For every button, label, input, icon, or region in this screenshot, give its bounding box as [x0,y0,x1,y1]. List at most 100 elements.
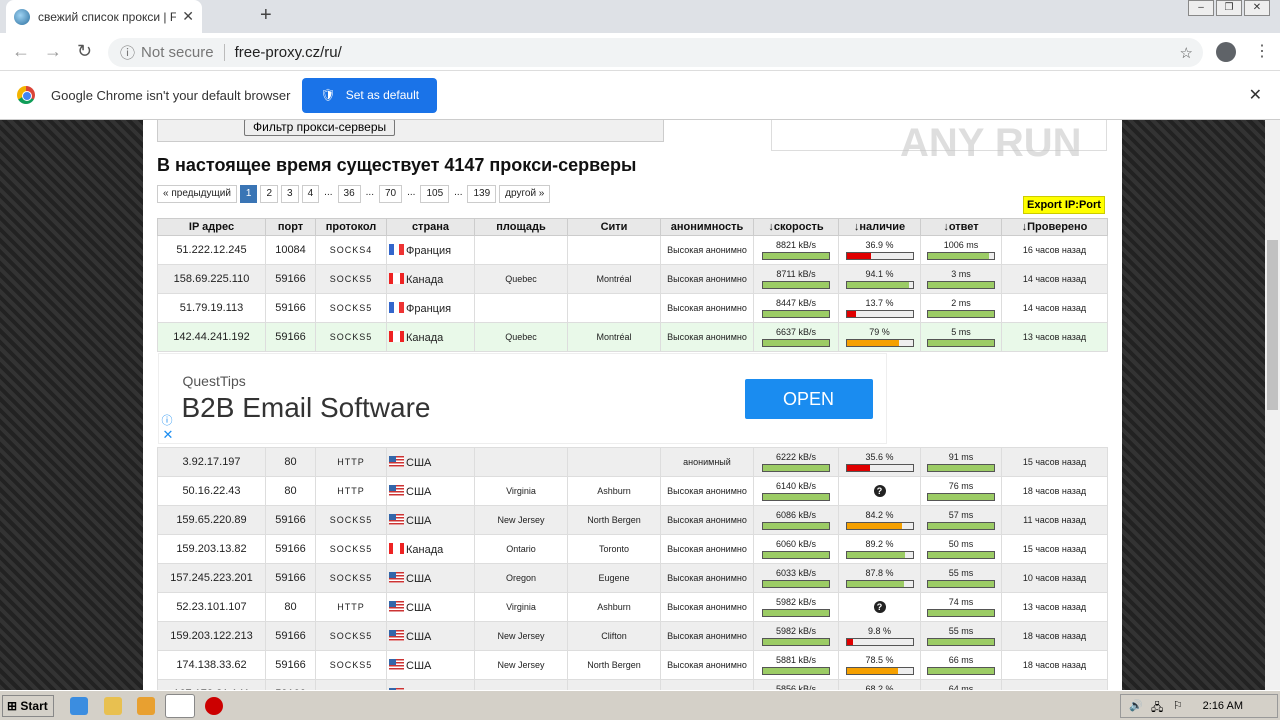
pager-link[interactable]: 3 [281,185,299,203]
bookmark-star-icon[interactable]: ☆ [1179,44,1193,62]
country-name[interactable]: США [406,456,432,469]
progress-bar [845,580,914,588]
availability: 68.2 % [838,679,921,690]
profile-icon[interactable] [1216,42,1236,62]
column-header[interactable]: ↓ответ [920,218,1002,236]
sort-arrow-icon[interactable]: ↓ [1021,221,1028,233]
volume-icon[interactable]: 🔊 [1129,700,1143,712]
network-icon[interactable]: 🖧 [1151,702,1164,714]
country-name[interactable]: Канада [406,331,444,344]
country[interactable]: США [386,621,475,651]
country[interactable]: Канада [386,264,475,294]
ip-address: 167.172.21.141 [157,679,266,690]
pager-link[interactable]: другой » [499,185,551,203]
url-text[interactable]: free-proxy.cz/ru/ [223,44,342,61]
flag-icon[interactable]: ⚐ [1173,700,1183,712]
country-name[interactable]: Франция [406,302,452,315]
ad-title[interactable]: B2B Email Software [181,392,431,423]
default-browser-infobar: Google Chrome isn't your default browser… [0,71,1280,120]
close-window-icon[interactable]: ✕ [1244,0,1270,16]
browser-tab[interactable]: свежий список прокси | Free-Proxy ✕ [6,0,202,33]
country[interactable]: США [386,447,475,477]
pager-link[interactable]: 36 [337,185,361,203]
country[interactable]: США [386,650,475,680]
sort-arrow-icon[interactable]: ↓ [943,221,949,233]
advertisement[interactable]: QuestTips B2B Email Software OPEN ⓘ ✕ [157,353,887,444]
column-header[interactable]: ↓скорость [753,218,839,236]
ad-open-button[interactable]: OPEN [744,379,873,419]
checked: 14 часов назад [1001,264,1108,294]
country[interactable]: Канада [386,322,475,352]
progress-bar [927,667,995,675]
ad-info-icon[interactable]: ⓘ [161,415,173,427]
sort-arrow-icon[interactable]: ↓ [853,221,860,233]
set-as-default-button[interactable]: 🛡 Set as default [302,77,438,113]
site-favicon-icon [14,8,30,25]
country-name[interactable]: Канада [406,543,444,556]
pager-link[interactable]: 4 [301,185,320,203]
close-infobar-icon[interactable]: ✕ [1248,87,1262,104]
country[interactable]: Франция [386,235,475,265]
country-name[interactable]: Франция [406,244,452,257]
opera-icon[interactable] [205,697,223,715]
country[interactable]: США [386,592,475,622]
reload-icon[interactable]: ↻ [77,41,93,61]
country[interactable]: Франция [386,293,475,323]
info-icon[interactable]: ⓘ [120,45,136,62]
flag-us-icon [389,658,404,670]
ad-close-icon[interactable]: ✕ [162,427,174,442]
scrollbar-thumb[interactable] [1267,240,1278,410]
country[interactable]: США [386,476,475,506]
sort-arrow-icon[interactable]: ↓ [768,221,774,233]
anonymity: Высокая анонимно [660,322,754,352]
column-header[interactable]: ↓Проверено [1001,218,1108,236]
checked: 18 часов назад [1001,476,1108,506]
export-ip-port-button[interactable]: Export IP:Port [1023,196,1105,214]
country-name[interactable]: США [406,659,432,672]
pager-link[interactable]: 70 [378,185,403,203]
country-name[interactable]: США [406,572,432,585]
country[interactable]: США [386,679,475,691]
minimize-icon[interactable]: – [1188,0,1214,16]
table-row: 174.138.33.62 59166 SOCKS5 США New Jersey Nor… [157,650,1108,680]
close-tab-icon[interactable]: ✕ [182,8,194,24]
country-name[interactable]: США [406,689,431,691]
pager-link[interactable]: 139 [467,185,497,203]
chrome-taskbar-icon[interactable] [165,694,195,718]
maximize-icon[interactable]: ❐ [1216,0,1242,16]
forward-icon[interactable]: → [44,41,62,61]
progress-fill [763,552,829,558]
country-name[interactable]: США [406,514,432,527]
explorer-icon[interactable] [104,697,122,715]
column-header: площадь [474,218,568,236]
pager-link[interactable]: 2 [260,185,279,203]
country-name[interactable]: Канада [406,273,444,286]
media-player-icon[interactable] [137,697,155,715]
address-bar[interactable]: ⓘ Not secure free-proxy.cz/ru/ ☆ [108,38,1203,67]
country[interactable]: США [386,505,475,535]
availability: ? [838,592,921,622]
country-name[interactable]: США [406,485,432,498]
pager-link[interactable]: 1 [239,185,258,203]
vertical-scrollbar[interactable] [1265,120,1280,690]
country-name[interactable]: США [406,630,432,643]
country[interactable]: США [386,563,475,593]
column-header[interactable]: ↓наличие [838,218,921,236]
chrome-logo-icon [17,86,35,104]
progress-bar [927,281,995,289]
pager-link[interactable]: 105 [420,185,450,203]
start-button[interactable]: ⊞ Start [2,695,54,717]
unknown-icon[interactable]: ? [873,601,886,613]
country[interactable]: Канада [386,534,475,564]
filter-button[interactable]: Фильтр прокси-серверы [244,120,396,136]
new-tab-icon[interactable]: + [260,4,272,26]
ie-icon[interactable] [70,697,88,715]
flag-us-icon [389,484,404,496]
country-name[interactable]: США [406,601,432,614]
unknown-icon[interactable]: ? [873,485,886,497]
pager-link[interactable]: « предыдущий [157,185,237,203]
flag-us-icon [389,629,404,641]
back-icon[interactable]: ← [12,41,30,61]
anonymity: Высокая анонимно [660,650,754,680]
menu-icon[interactable]: ⋮ [1254,43,1270,60]
